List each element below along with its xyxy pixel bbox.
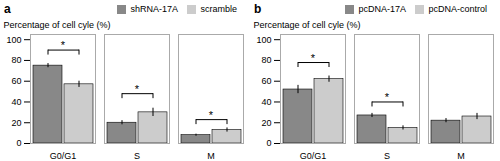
svg-text:S: S [134,151,140,159]
svg-text:20: 20 [261,118,271,128]
html-text:shRNA-17A: shRNA-17A [130,4,178,14]
svg-text:*: * [209,109,214,121]
svg-text:Percentage of cell cyle (%): Percentage of cell cyle (%) [254,20,361,30]
svg-text:40: 40 [11,97,21,107]
svg-text:20: 20 [11,118,21,128]
svg-text:Percentage of cell cyle (%): Percentage of cell cyle (%) [4,20,111,30]
svg-text:M: M [207,151,215,159]
svg-text:*: * [61,39,66,51]
svg-text:G0/G1: G0/G1 [50,151,77,159]
html-text:pcDNA-17A: pcDNA-17A [358,4,406,14]
html-text:a: a [4,2,11,16]
svg-text:*: * [311,52,316,64]
svg-text:100: 100 [6,35,21,45]
svg-text:100: 100 [256,35,271,45]
svg-text:M: M [457,151,465,159]
svg-text:G0/G1: G0/G1 [300,151,327,159]
svg-text:*: * [385,91,390,103]
svg-text:80: 80 [11,55,21,65]
svg-text:40: 40 [261,97,271,107]
svg-text:*: * [135,83,140,95]
svg-text:0: 0 [266,138,271,148]
html-text:b: b [254,2,262,16]
svg-text:80: 80 [261,55,271,65]
html-text:scramble: scramble [200,4,237,14]
svg-text:60: 60 [11,76,21,86]
svg-text:S: S [384,151,390,159]
svg-text:0: 0 [16,138,21,148]
svg-text:60: 60 [261,76,271,86]
html-text:pcDNA-control: pcDNA-control [428,4,487,14]
